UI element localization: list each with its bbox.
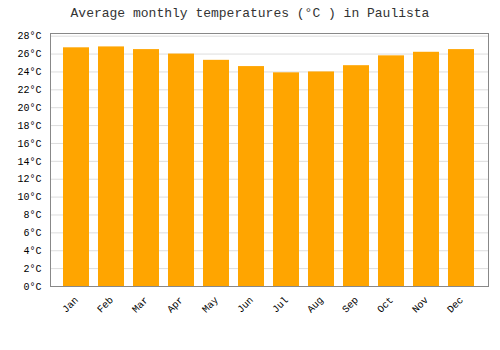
svg-text:24°C: 24°C (17, 67, 41, 78)
svg-text:18°C: 18°C (17, 121, 41, 132)
svg-text:Nov: Nov (410, 295, 431, 316)
svg-text:4°C: 4°C (23, 246, 41, 257)
svg-text:6°C: 6°C (23, 228, 41, 239)
svg-text:Apr: Apr (165, 295, 186, 316)
svg-text:22°C: 22°C (17, 85, 41, 96)
svg-text:May: May (200, 295, 221, 316)
svg-text:Aug: Aug (305, 295, 326, 316)
svg-text:12°C: 12°C (17, 174, 41, 185)
svg-text:Feb: Feb (95, 295, 116, 316)
svg-text:10°C: 10°C (17, 192, 41, 203)
svg-text:Oct: Oct (375, 295, 396, 316)
svg-text:26°C: 26°C (17, 49, 41, 60)
svg-text:Jan: Jan (60, 295, 81, 316)
svg-text:Sep: Sep (340, 295, 361, 316)
svg-text:Dec: Dec (445, 295, 466, 316)
svg-text:0°C: 0°C (23, 282, 41, 293)
svg-text:16°C: 16°C (17, 139, 41, 150)
svg-text:Mar: Mar (130, 295, 151, 316)
svg-text:14°C: 14°C (17, 157, 41, 168)
svg-text:8°C: 8°C (23, 210, 41, 221)
svg-text:28°C: 28°C (17, 31, 41, 42)
svg-text:20°C: 20°C (17, 103, 41, 114)
svg-text:Jun: Jun (235, 295, 256, 316)
svg-text:Jul: Jul (270, 295, 291, 316)
html-text:Average monthly temperatures (: Average monthly temperatures (°C ) in Pa… (70, 6, 430, 21)
svg-text:2°C: 2°C (23, 264, 41, 275)
